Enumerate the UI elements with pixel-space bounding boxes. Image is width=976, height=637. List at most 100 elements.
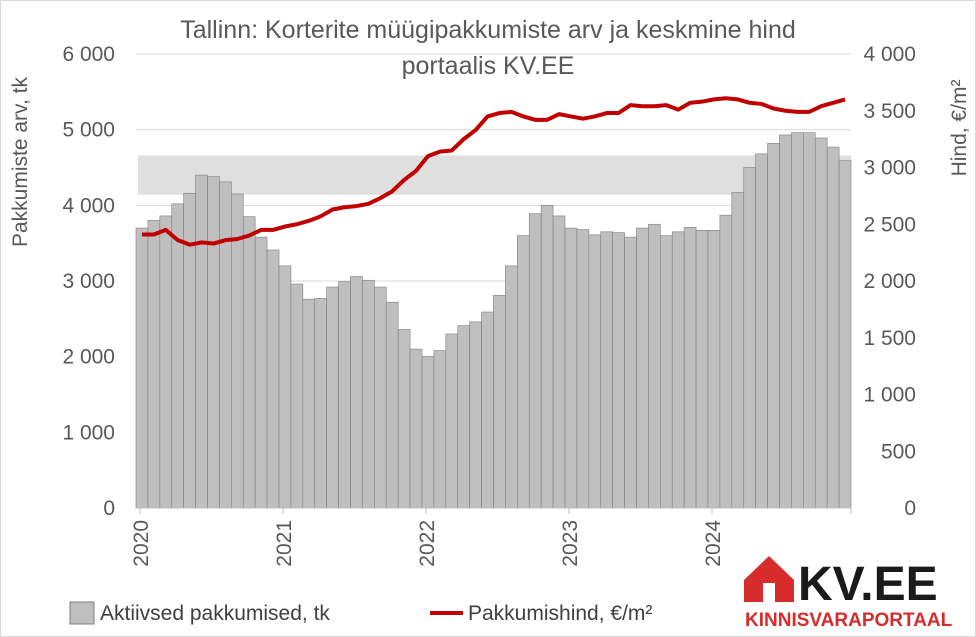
bar <box>528 213 542 509</box>
bar <box>433 350 447 509</box>
y-right-tick-label: 2 000 <box>863 270 916 293</box>
y-right-tick-label: 2 500 <box>863 213 916 236</box>
logo-tagline: KINNISVARAPORTAAL <box>745 610 953 631</box>
bar <box>743 167 756 509</box>
y-left-tick-label: 5 000 <box>62 119 115 142</box>
bar <box>207 176 220 509</box>
bar <box>481 311 494 509</box>
bar <box>540 205 554 509</box>
bar <box>469 321 482 509</box>
x-tick-label: 2021 <box>273 520 296 567</box>
chart-title: Tallinn: Korterite müügipakkumiste arv j… <box>180 16 796 44</box>
bar <box>660 235 673 509</box>
y-left-axis-title: Pakkumiste arv, tk <box>9 77 32 247</box>
x-tick-label: 2024 <box>702 520 725 567</box>
bar <box>385 301 399 509</box>
bar <box>147 220 161 509</box>
chart-title-line2: portaalis KV.EE <box>402 52 575 80</box>
bar <box>362 279 375 509</box>
legend-line-label: Pakkumishind, €/m² <box>468 602 652 625</box>
legend: Aktiivsed pakkumised, tk Pakkumishind, €… <box>69 601 652 625</box>
bar <box>791 132 804 509</box>
x-tick-label: 2020 <box>130 520 153 567</box>
x-tick-label: 2023 <box>559 520 582 567</box>
bar <box>576 229 590 509</box>
y-right-axis-title: Hind, €/m² <box>948 80 971 177</box>
bar <box>707 230 721 509</box>
logo-house-icon <box>744 556 794 602</box>
bar <box>671 231 685 509</box>
bar <box>731 192 745 509</box>
bar <box>266 249 280 509</box>
bar <box>814 137 828 509</box>
y-right-tick-label: 4 000 <box>863 43 916 66</box>
bar <box>826 146 840 509</box>
bar <box>397 329 411 509</box>
y-left-tick-label: 6 000 <box>62 43 115 66</box>
bar <box>636 227 649 509</box>
bar <box>803 132 816 509</box>
y-right-tick-label: 3 500 <box>863 100 916 123</box>
bar <box>290 283 304 509</box>
x-tick-label: 2022 <box>416 520 439 567</box>
y-right-tick-label: 1 000 <box>863 384 916 407</box>
bar <box>755 153 768 509</box>
highlight-band <box>138 155 851 195</box>
legend-bar-swatch <box>69 601 95 625</box>
y-left-tick-label: 4 000 <box>62 194 115 217</box>
bar <box>302 298 316 509</box>
bar <box>278 265 292 509</box>
bar <box>445 333 459 509</box>
y-left-tick-label: 1 000 <box>62 421 115 444</box>
y-right-tick-label: 1 500 <box>863 327 916 350</box>
bar <box>183 192 196 509</box>
bar <box>767 142 780 509</box>
bar <box>374 286 387 509</box>
bar <box>719 214 733 509</box>
bar <box>350 276 363 509</box>
bar <box>648 223 661 509</box>
bar <box>242 216 256 509</box>
bar-series <box>135 132 852 509</box>
bar <box>505 265 518 509</box>
bar <box>683 226 697 509</box>
bar <box>564 227 578 509</box>
x-axis-ticks: 2020 2021 2022 2023 2024 <box>130 508 852 567</box>
kv-logo: KV.EE KINNISVARAPORTAAL <box>744 556 953 631</box>
bar <box>600 231 613 509</box>
y-left-tick-label: 3 000 <box>62 270 115 293</box>
line-series <box>141 96 846 247</box>
y-left-tick-label: 2 000 <box>62 346 115 369</box>
legend-bar-label: Aktiivsed pakkumised, tk <box>100 602 330 625</box>
y-left-tick-label: 0 <box>103 497 115 520</box>
bar <box>254 236 268 509</box>
bar <box>612 232 625 509</box>
bar <box>624 236 637 509</box>
left-axis-ticks: 0 1 000 2 000 3 000 4 000 5 000 6 000 <box>62 43 115 520</box>
bar <box>171 203 184 509</box>
bar <box>838 160 852 509</box>
right-axis-ticks: 0 500 1 000 1 500 2 000 2 500 3 000 3 500 4 000 <box>863 43 916 520</box>
bar <box>195 174 208 509</box>
bar <box>409 348 423 509</box>
bar <box>338 281 351 509</box>
y-right-tick-label: 0 <box>904 497 916 520</box>
bar <box>219 181 232 509</box>
y-right-tick-label: 3 000 <box>863 157 916 180</box>
bar <box>517 235 530 509</box>
bar <box>314 298 327 509</box>
bar <box>135 227 149 509</box>
bar <box>552 215 566 509</box>
bar <box>457 325 470 509</box>
logo-name: KV.EE <box>798 558 938 611</box>
logo-door-icon <box>763 583 775 602</box>
bar <box>159 215 173 509</box>
bar <box>421 356 435 509</box>
bar <box>695 230 709 509</box>
bar <box>326 286 339 509</box>
bar <box>493 295 506 509</box>
price-line <box>141 96 846 247</box>
bar <box>779 134 792 509</box>
bar <box>588 234 602 509</box>
